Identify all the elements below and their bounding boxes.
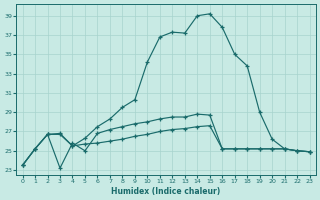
X-axis label: Humidex (Indice chaleur): Humidex (Indice chaleur) [111, 187, 221, 196]
